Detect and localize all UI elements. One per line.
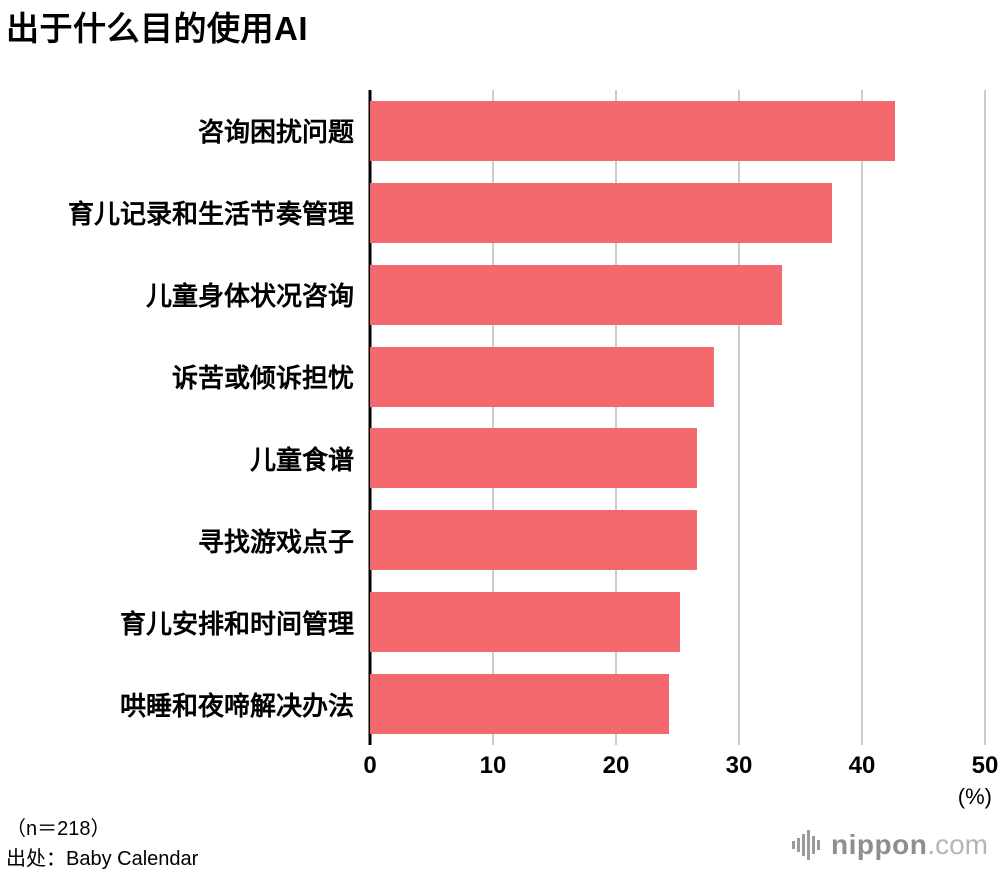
bar: [370, 182, 833, 243]
bar-chart: 咨询困扰问题育儿记录和生活节奏管理儿童身体状况咨询诉苦或倾诉担忧儿童食谱寻找游戏…: [0, 90, 985, 745]
bar-track: [370, 592, 985, 653]
gridline: [492, 90, 494, 745]
bar: [370, 510, 698, 571]
chart-row: 儿童食谱: [0, 418, 985, 500]
bar-label: 儿童身体状况咨询: [145, 281, 354, 312]
chart-row: 育儿安排和时间管理: [0, 581, 985, 663]
chart-title: 出于什么目的使用AI: [6, 10, 308, 47]
x-tick-label: 20: [602, 752, 630, 779]
bar-track: [370, 510, 985, 571]
gridline: [984, 90, 986, 745]
chart-row: 咨询困扰问题: [0, 90, 985, 172]
bar: [370, 592, 680, 653]
bar-track: [370, 182, 985, 243]
chart-row: 哄睡和夜啼解决办法: [0, 663, 985, 745]
gridline: [738, 90, 740, 745]
soundwave-icon: [792, 830, 821, 860]
x-tick-label: 0: [363, 752, 377, 779]
bar-label: 咨询困扰问题: [197, 117, 354, 148]
sample-size-note: （n＝218）: [6, 818, 111, 840]
chart-row: 诉苦或倾诉担忧: [0, 336, 985, 418]
gridline: [615, 90, 617, 745]
x-tick-label: 40: [848, 752, 876, 779]
bar-track: [370, 100, 985, 161]
chart-row: 育儿记录和生活节奏管理: [0, 172, 985, 254]
y-axis-line: [368, 90, 372, 745]
logo-text-com: .com: [927, 829, 988, 860]
bar-track: [370, 428, 985, 489]
bar-label: 哄睡和夜啼解决办法: [119, 690, 354, 721]
bar: [370, 428, 698, 489]
bar-track: [370, 674, 985, 735]
source-note: 出处：Baby Calendar: [6, 848, 199, 870]
chart-row: 儿童身体状况咨询: [0, 254, 985, 336]
bar-track: [370, 346, 985, 407]
gridline: [861, 90, 863, 745]
bar-label: 儿童食谱: [249, 444, 354, 475]
x-tick-label: 10: [479, 752, 507, 779]
x-tick-label: 30: [725, 752, 753, 779]
bar: [370, 674, 669, 735]
bar-label: 诉苦或倾诉担忧: [171, 363, 354, 394]
gridline-layer: [368, 90, 986, 745]
x-axis-unit-label: (%): [957, 784, 992, 809]
bar-label: 育儿记录和生活节奏管理: [67, 199, 354, 230]
logo-text-nippon: nippon: [831, 829, 928, 860]
bar: [370, 100, 896, 161]
bar-label: 育儿安排和时间管理: [119, 608, 354, 639]
x-tick-label: 50: [971, 752, 999, 779]
x-axis: 0 10 20 30 40 50: [363, 752, 998, 784]
bar-label: 寻找游戏点子: [197, 526, 354, 557]
chart-row: 寻找游戏点子: [0, 499, 985, 581]
bar-track: [370, 264, 985, 325]
bar: [370, 264, 783, 325]
nippon-logo: nippon.com: [792, 828, 988, 862]
bar: [370, 346, 715, 407]
